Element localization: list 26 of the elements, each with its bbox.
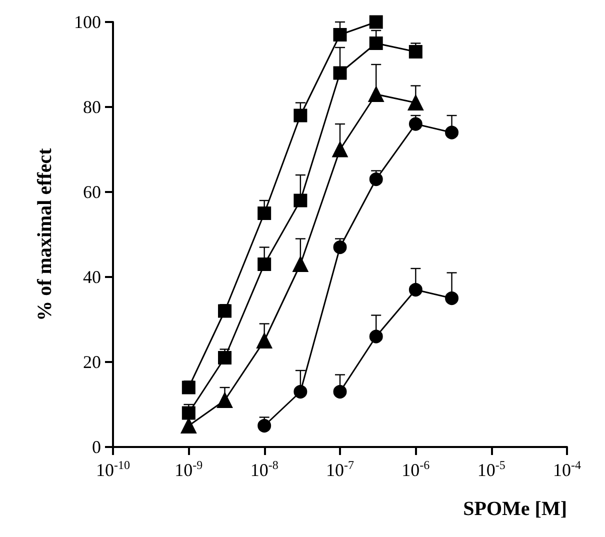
- x-axis-title: SPOMe [M]: [463, 498, 567, 520]
- y-tick-label: 100: [74, 12, 101, 32]
- point: [258, 206, 272, 220]
- point: [294, 108, 308, 122]
- point: [369, 15, 383, 29]
- point: [333, 28, 347, 42]
- y-tick-label: 80: [83, 97, 101, 117]
- point: [294, 194, 308, 208]
- point: [333, 66, 347, 80]
- point: [256, 333, 272, 348]
- y-tick-label: 20: [83, 352, 101, 372]
- point: [369, 36, 383, 50]
- point: [218, 304, 232, 318]
- point: [217, 392, 233, 408]
- y-tick-label: 40: [83, 267, 101, 287]
- y-axis-title: % of maximal effect: [34, 148, 56, 321]
- point: [368, 86, 384, 102]
- point: [182, 380, 196, 394]
- point: [408, 95, 424, 110]
- y-tick-label: 60: [83, 182, 101, 202]
- point: [258, 258, 272, 271]
- point: [332, 142, 348, 158]
- point: [218, 351, 232, 364]
- y-tick-label: 0: [92, 437, 101, 457]
- point: [180, 418, 196, 434]
- point: [292, 256, 308, 272]
